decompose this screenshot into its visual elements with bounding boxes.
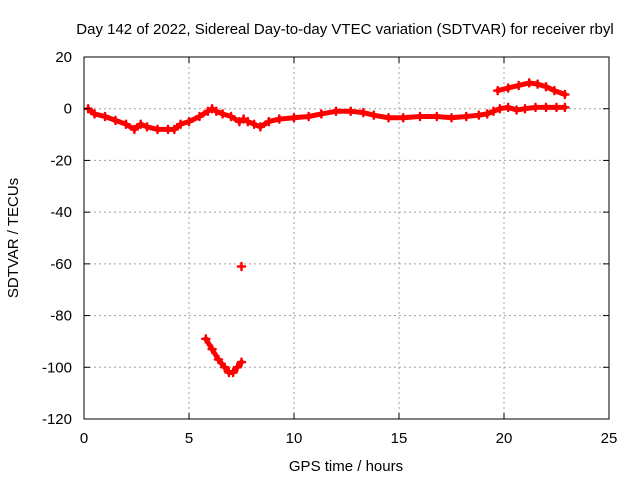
data-point <box>207 344 217 354</box>
data-point <box>488 106 499 117</box>
data-point <box>232 362 243 373</box>
data-point <box>461 111 471 122</box>
data-point <box>236 261 247 272</box>
data-point <box>316 109 327 119</box>
data-point <box>369 110 379 120</box>
axis-ticks <box>83 56 610 420</box>
x-tick-label: 0 <box>80 430 88 447</box>
data-point <box>474 110 484 120</box>
data-point <box>213 354 224 365</box>
data-point <box>303 111 314 122</box>
data-point <box>532 79 543 89</box>
x-tick-label: 20 <box>496 430 513 447</box>
data-point <box>274 114 285 124</box>
data-point <box>110 115 121 126</box>
data-point <box>217 109 228 119</box>
y-tick-label: -60 <box>50 256 72 273</box>
data-point <box>249 119 259 129</box>
data-point <box>184 116 194 127</box>
data-series <box>83 78 570 378</box>
y-tick-label: 20 <box>55 49 72 66</box>
data-point <box>142 122 152 132</box>
data-point <box>503 102 513 113</box>
data-point <box>129 124 140 135</box>
data-point <box>243 116 253 127</box>
data-point <box>482 109 492 119</box>
data-point <box>503 83 513 93</box>
data-point <box>524 78 534 88</box>
x-tick-label: 10 <box>286 430 303 447</box>
series-low-arc <box>201 334 247 378</box>
series-isolated-point <box>236 261 247 272</box>
data-point <box>358 107 369 118</box>
y-tick-label: -80 <box>50 308 72 325</box>
data-point <box>446 113 457 123</box>
y-tick-label: 0 <box>64 101 72 118</box>
data-point <box>511 105 522 115</box>
data-point <box>211 106 222 117</box>
data-point <box>89 109 100 119</box>
data-point <box>226 111 236 122</box>
data-point <box>135 119 146 129</box>
data-point <box>175 119 186 129</box>
data-point <box>121 119 131 129</box>
data-point <box>551 102 562 113</box>
y-axis-label: SDTVAR / TECUs <box>5 178 22 298</box>
data-point <box>228 367 238 378</box>
y-tick-label: -100 <box>42 359 72 376</box>
series-main-track-2 <box>243 102 570 132</box>
x-tick-label: 15 <box>391 430 408 447</box>
series-upper-track <box>492 78 570 100</box>
data-point <box>345 106 356 117</box>
data-point <box>432 111 442 122</box>
y-tick-label: -120 <box>42 411 72 428</box>
data-point <box>100 111 110 122</box>
data-point <box>331 106 341 117</box>
data-point <box>492 85 503 96</box>
data-point <box>194 111 205 122</box>
data-point <box>169 124 180 135</box>
data-point <box>236 357 247 367</box>
data-point <box>264 116 274 127</box>
y-tick-label: -40 <box>50 204 72 221</box>
data-point <box>541 102 551 113</box>
y-tick-label: -20 <box>50 152 72 169</box>
plot-frame <box>83 56 610 420</box>
data-point <box>560 102 570 113</box>
data-point <box>289 113 299 123</box>
y-axis-tick-labels: 20 0 -20 -40 -60 -80 -100 -120 <box>42 49 72 428</box>
chart-title: Day 142 of 2022, Sidereal Day-to-day VTE… <box>76 21 613 38</box>
data-point <box>398 113 408 123</box>
data-point <box>541 81 551 92</box>
x-axis-label: GPS time / hours <box>289 458 403 475</box>
x-tick-label: 25 <box>601 430 618 447</box>
data-point <box>201 334 211 344</box>
data-point <box>383 113 394 123</box>
data-point <box>520 103 530 114</box>
data-point <box>495 103 505 114</box>
data-point <box>560 89 570 100</box>
data-point <box>255 122 266 132</box>
data-point <box>219 362 230 373</box>
data-point <box>530 102 541 113</box>
data-point <box>415 111 425 122</box>
x-tick-label: 5 <box>185 430 193 447</box>
data-point <box>513 80 524 91</box>
x-axis-tick-labels: 0 5 10 15 20 25 <box>80 430 618 447</box>
data-point <box>152 124 163 135</box>
data-point <box>549 85 560 96</box>
series-main-track <box>83 103 249 135</box>
